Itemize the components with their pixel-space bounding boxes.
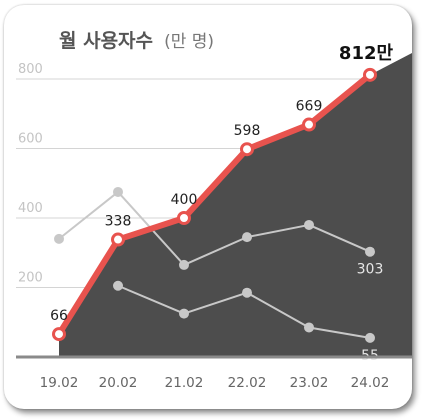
main-data-label: 669 <box>296 99 323 115</box>
y-tick-label: 400 <box>18 201 43 216</box>
main-series-point <box>52 327 66 342</box>
chart-title: 월 사용자수 (만 명) <box>59 30 214 52</box>
main-series-point <box>111 232 125 247</box>
secondary-series-point <box>179 259 189 270</box>
secondary-series-line <box>58 190 371 266</box>
main-series-point <box>363 67 377 82</box>
x-tick-label: 22.02 <box>228 375 267 391</box>
label-layer: 3035566338400598669812만 <box>50 43 393 364</box>
secondary-series-point <box>304 219 314 230</box>
secondary-series-point <box>242 232 252 243</box>
secondary-series-point <box>365 246 375 257</box>
main-series-point <box>177 211 191 225</box>
secondary-series-point <box>242 287 252 298</box>
x-tick-label: 21.02 <box>165 375 204 391</box>
main-data-label: 338 <box>105 214 132 230</box>
y-tick-label: 800 <box>18 62 43 77</box>
series-layer <box>52 67 377 343</box>
secondary-series-point <box>54 233 64 244</box>
x-tick-label: 20.02 <box>99 375 138 391</box>
secondary-series-point <box>113 186 123 197</box>
secondary-series-point <box>113 280 123 291</box>
main-series-line <box>56 71 373 338</box>
main-data-label: 66 <box>50 308 68 324</box>
y-tick-label: 200 <box>18 271 43 286</box>
main-series-point <box>240 142 254 157</box>
main-data-label: 598 <box>234 123 261 139</box>
main-series-point <box>302 117 316 132</box>
secondary-series-point <box>304 322 314 333</box>
main-data-label: 812만 <box>339 43 394 64</box>
x-tick-label: 23.02 <box>290 375 329 391</box>
secondary-series-point <box>365 332 375 343</box>
chart-title-text: 월 사용자수 <box>59 30 153 52</box>
chart-unit: (만 명) <box>164 32 214 52</box>
main-data-label: 400 <box>171 192 198 208</box>
axis-layer: 19.02 20.02 21.02 22.02 23.02 24.02 <box>16 355 412 391</box>
y-tick-label: 600 <box>18 132 43 147</box>
secondary-data-label: 303 <box>357 262 384 278</box>
x-tick-label: 19.02 <box>40 375 79 391</box>
x-tick-label: 24.02 <box>351 375 390 391</box>
secondary-series-point <box>179 308 189 319</box>
